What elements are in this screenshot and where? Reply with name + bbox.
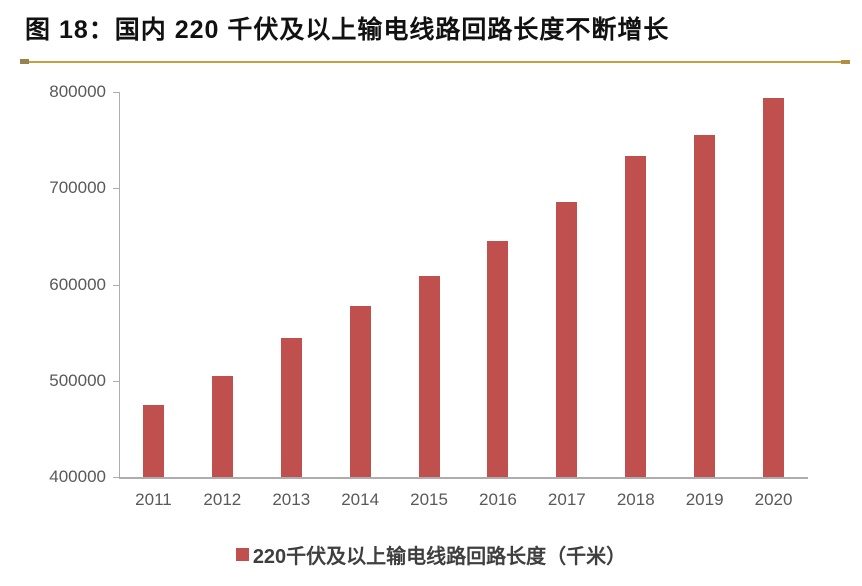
x-tick-label: 2011 <box>135 490 172 509</box>
y-axis-tick <box>113 284 119 286</box>
y-tick-label: 600000 <box>49 274 106 294</box>
underline-right-cap <box>841 60 850 64</box>
y-tick-label: 700000 <box>49 178 106 198</box>
bar-2014 <box>349 305 371 477</box>
underline-left-cap <box>20 59 29 64</box>
x-tick-label: 2016 <box>479 490 517 509</box>
x-tick-label: 2014 <box>341 490 380 509</box>
x-tick-label: 2020 <box>754 490 793 509</box>
x-axis <box>119 477 808 479</box>
y-axis-tick <box>113 477 119 478</box>
legend-swatch <box>235 548 249 561</box>
figure-title: 图 18：国内 220 千伏及以上输电线路回路长度不断增长 <box>25 16 670 44</box>
y-axis <box>119 92 120 477</box>
x-tick-label: 2018 <box>616 490 655 509</box>
chart-legend: 220千伏及以上输电线路回路长度（千米） <box>0 540 862 569</box>
x-tick-label: 2015 <box>410 490 448 509</box>
x-tick-label: 2012 <box>203 490 242 509</box>
bar-2015 <box>418 275 440 477</box>
y-axis-tick <box>113 380 119 382</box>
x-tick-label: 2017 <box>547 490 586 509</box>
x-tick-label: 2013 <box>272 490 311 509</box>
bar-2020 <box>763 97 785 477</box>
y-tick-label: 400000 <box>49 467 106 486</box>
y-tick-label: 500000 <box>49 370 106 390</box>
y-axis-tick <box>113 188 119 190</box>
y-tick-label: 800000 <box>49 82 106 101</box>
bar-2012 <box>211 375 233 477</box>
x-tick-label: 2019 <box>685 490 724 509</box>
legend-label: 220千伏及以上输电线路回路长度（千米） <box>252 546 627 568</box>
bar-2017 <box>556 201 578 477</box>
bar-2016 <box>487 241 509 477</box>
bar-2018 <box>625 155 647 477</box>
bar-2019 <box>694 135 716 477</box>
title-underline <box>20 59 850 64</box>
y-axis-tick <box>113 92 119 93</box>
bar-2011 <box>142 404 164 477</box>
bar-2013 <box>280 338 302 477</box>
